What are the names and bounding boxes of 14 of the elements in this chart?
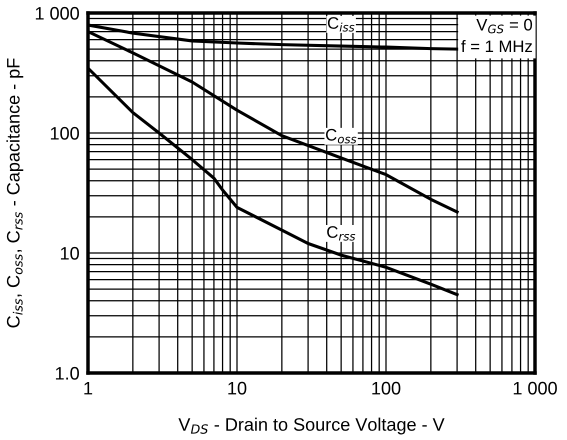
y-tick-label: 1 000 bbox=[36, 6, 79, 20]
x-tick-label: 10 bbox=[228, 382, 246, 395]
x-tick-label: 1 bbox=[84, 382, 92, 394]
series-label: C$_{rss}$ bbox=[327, 226, 356, 241]
series-label: C$_{oss}$ bbox=[326, 128, 356, 144]
x-tick-label: 1 000 bbox=[514, 382, 557, 395]
annotation: V$_{GS}$ = 0 f = 1 MHz bbox=[461, 18, 532, 52]
y-tick-label: 10 bbox=[60, 246, 79, 260]
y-tick-label: 1.0 bbox=[56, 366, 79, 380]
y-tick-label: 100 bbox=[50, 126, 79, 140]
series-label: C$_{iss}$ bbox=[328, 17, 354, 32]
x-axis-title: V$_{DS}$ - Drain to Source Voltage - V bbox=[178, 418, 445, 434]
y-axis-title: C$_{iss}$, C$_{oss}$, C$_{rss}$ - Capacitance - pF bbox=[6, 58, 24, 328]
x-tick-label: 100 bbox=[372, 382, 400, 395]
